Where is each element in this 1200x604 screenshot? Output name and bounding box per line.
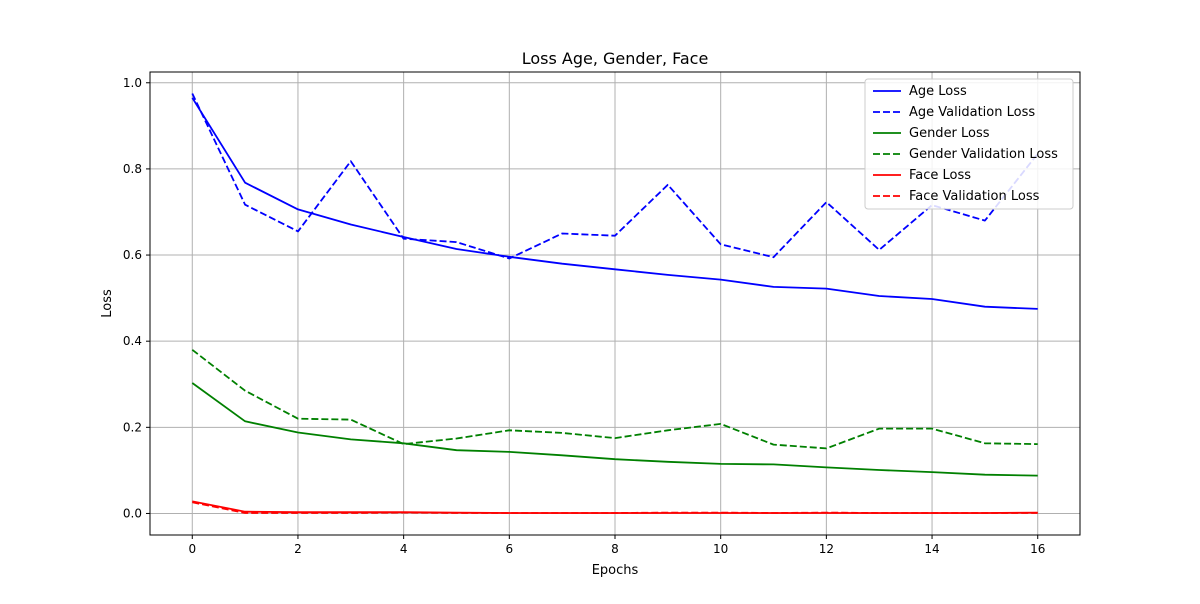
legend-box [864, 78, 1074, 210]
x-tick-label: 16 [1030, 542, 1045, 556]
x-tick-label: 4 [400, 542, 408, 556]
series-line-age-loss [191, 97, 1038, 310]
y-tick-label: 0.6 [123, 248, 142, 262]
y-axis-ticks: 0.0 0.2 0.4 0.6 0.8 1.0 [123, 76, 150, 520]
x-tick-label: 8 [611, 542, 619, 556]
x-tick-label: 12 [819, 542, 834, 556]
y-axis-label: Loss [100, 289, 115, 318]
x-tick-label: 6 [505, 542, 513, 556]
series-line-gender-validation-loss [191, 349, 1038, 450]
y-tick-label: 0.4 [123, 334, 142, 348]
series-line-gender-loss [191, 382, 1038, 477]
x-tick-label: 14 [924, 542, 939, 556]
x-axis-label: Epochs [592, 563, 639, 578]
x-tick-label: 2 [294, 542, 302, 556]
legend-label: Gender Loss [909, 126, 990, 141]
legend: Age Loss Age Validation Loss Gender Loss Ge… [864, 78, 1074, 210]
chart-title: Loss Age, Gender, Face [522, 49, 709, 68]
x-tick-label: 0 [188, 542, 196, 556]
y-tick-label: 1.0 [123, 76, 142, 90]
legend-label: Age Loss [909, 84, 967, 99]
legend-label: Face Loss [909, 168, 971, 183]
x-axis-ticks: 0 2 4 6 8 10 12 14 16 [188, 535, 1045, 556]
y-tick-label: 0.2 [123, 420, 142, 434]
x-tick-label: 10 [713, 542, 728, 556]
legend-label: Age Validation Loss [909, 105, 1035, 120]
legend-label: Gender Validation Loss [909, 147, 1058, 162]
series-line-face-validation-loss [192, 501, 1038, 514]
series-line-age-validation-loss [191, 93, 1039, 260]
y-tick-label: 0.0 [123, 506, 142, 520]
y-tick-label: 0.8 [123, 162, 142, 176]
legend-label: Face Validation Loss [909, 189, 1040, 204]
series-lines [191, 93, 1039, 514]
